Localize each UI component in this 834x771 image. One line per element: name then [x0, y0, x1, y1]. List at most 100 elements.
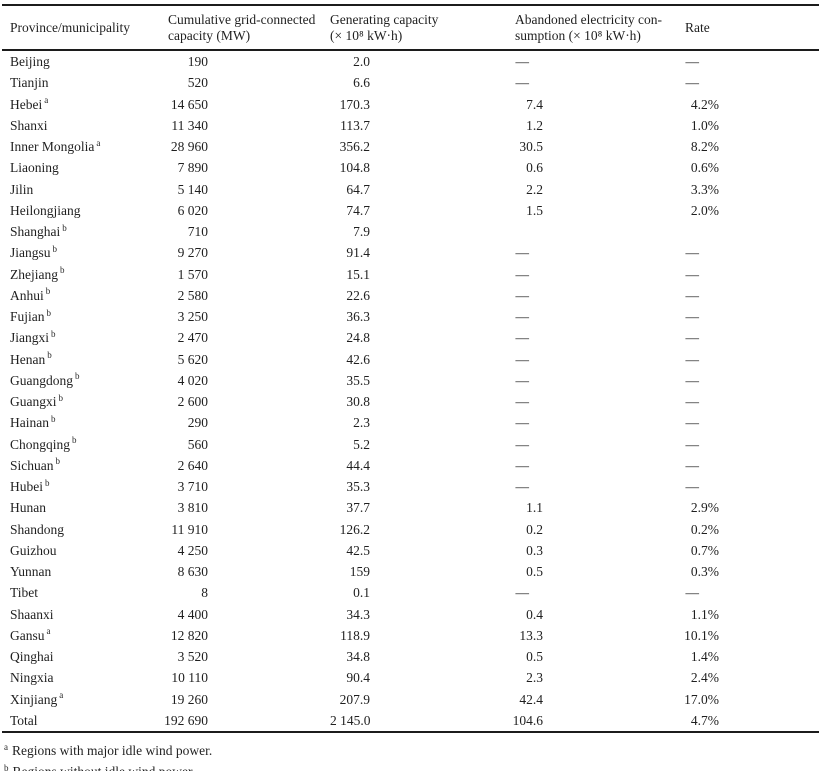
cell-rate: —	[685, 309, 700, 324]
cell-province: Jiangsu b	[2, 242, 164, 263]
cell-province: Jiangxi b	[2, 327, 164, 348]
province-name: Zhejiang	[10, 266, 58, 282]
province-name: Yunnan	[10, 564, 52, 579]
cell-rate: 4.2%	[690, 96, 719, 112]
cell-rate: 1.4%	[690, 649, 719, 664]
cell-abandoned-consumption: 13.3	[519, 627, 543, 643]
table-header: Province/municipality Cumulative grid-co…	[2, 5, 819, 51]
col-header-abandoned-consumption: Abandoned electricity con- sumption (× 1…	[510, 5, 674, 51]
cell-abandoned-consumption: 2.2	[526, 181, 543, 197]
cell-cumulative-capacity: 560	[187, 436, 208, 452]
cell-province: Inner Mongolia a	[2, 136, 164, 157]
cell-cumulative-capacity: 7 890	[177, 160, 208, 176]
cell-rate: —	[685, 351, 700, 367]
wind-power-table: Province/municipality Cumulative grid-co…	[2, 4, 819, 733]
table-row: Guangxi b 2 600 30.8 — —	[2, 391, 819, 412]
cell-rate: —	[685, 266, 700, 282]
cell-generating-capacity: 22.6	[346, 287, 370, 303]
cell-rate: 0.7%	[690, 542, 719, 558]
cell-rate: —	[685, 585, 700, 601]
province-name: Anhui	[10, 287, 44, 303]
table-row: Henan b 5 620 42.6 — —	[2, 349, 819, 370]
cell-generating-capacity: 5.2	[353, 436, 370, 452]
table-row: Zhejiang b 1 570 15.1 — —	[2, 264, 819, 285]
province-name: Guizhou	[10, 542, 57, 558]
cell-generating-capacity: 2.0	[353, 54, 370, 69]
cell-abandoned-consumption: —	[515, 309, 530, 324]
cell-province: Shandong	[2, 519, 164, 540]
cell-province: Jilin	[2, 179, 164, 200]
province-superscript-marker: b	[59, 265, 65, 275]
province-superscript-marker: b	[46, 307, 52, 318]
table-body: Beijing 190 2.0 — — Tianjin 520 6.6 — — …	[2, 50, 819, 732]
cell-cumulative-capacity: 9 270	[177, 245, 208, 261]
cell-cumulative-capacity: 290	[187, 415, 208, 431]
cell-province: Hunan	[2, 497, 164, 518]
cell-generating-capacity: 37.7	[346, 500, 370, 516]
cell-abandoned-consumption: —	[515, 415, 530, 431]
cell-generating-capacity: 207.9	[339, 691, 370, 707]
cell-abandoned-consumption: —	[515, 351, 530, 367]
cell-rate: 10.1%	[684, 627, 719, 643]
cell-abandoned-consumption: 30.5	[519, 139, 543, 154]
cell-cumulative-capacity: 5 140	[177, 181, 208, 197]
cell-generating-capacity: 6.6	[353, 75, 370, 91]
cell-abandoned-consumption: 0.5	[526, 649, 543, 664]
cell-generating-capacity: 34.8	[346, 649, 370, 664]
table-row: Heilongjiang 6 020 74.7 1.5 2.0%	[2, 200, 819, 221]
province-superscript-marker: a	[59, 690, 64, 700]
cell-abandoned-consumption: —	[515, 54, 530, 69]
cell-generating-capacity: 170.3	[339, 96, 370, 112]
cell-generating-capacity: 2 145.0	[330, 712, 371, 728]
cell-cumulative-capacity: 11 910	[171, 521, 208, 537]
table-row: Chongqing b 560 5.2 — —	[2, 434, 819, 455]
cell-abandoned-consumption: —	[515, 585, 530, 601]
cell-province: Yunnan	[2, 561, 164, 582]
cell-cumulative-capacity: 19 260	[170, 691, 208, 707]
table-row: Liaoning 7 890 104.8 0.6 0.6%	[2, 157, 819, 178]
header-row: Province/municipality Cumulative grid-co…	[2, 5, 819, 51]
table-row: Hebei a 14 650 170.3 7.4 4.2%	[2, 94, 819, 115]
table-row: Hubei b 3 710 35.3 — —	[2, 476, 819, 497]
province-name: Hubei	[10, 479, 43, 494]
cell-generating-capacity: 126.2	[339, 521, 370, 537]
cell-abandoned-consumption: 0.3	[526, 542, 543, 558]
header-line: Abandoned electricity con-	[515, 11, 662, 27]
cell-rate: 1.0%	[690, 117, 719, 133]
province-name: Gansu	[10, 627, 45, 643]
cell-cumulative-capacity: 12 820	[170, 627, 208, 643]
cell-province: Gansu a	[2, 625, 164, 646]
table-row: Gansu a 12 820 118.9 13.3 10.1%	[2, 625, 819, 646]
cell-abandoned-consumption: 0.4	[526, 606, 543, 622]
province-superscript-marker: b	[55, 456, 61, 467]
cell-generating-capacity: 0.1	[353, 585, 370, 601]
table-row: Shanxi 11 340 113.7 1.2 1.0%	[2, 115, 819, 136]
cell-generating-capacity: 42.6	[346, 351, 370, 367]
table-row: Shaanxi 4 400 34.3 0.4 1.1%	[2, 604, 819, 625]
cell-rate: —	[685, 54, 700, 69]
province-name: Hainan	[10, 415, 49, 431]
cell-abandoned-consumption: —	[515, 245, 530, 261]
cell-rate: 1.1%	[690, 606, 719, 622]
province-name: Qinghai	[10, 649, 54, 664]
cell-abandoned-consumption: 0.6	[526, 160, 543, 176]
cell-cumulative-capacity: 192 690	[164, 712, 208, 728]
cell-abandoned-consumption: 42.4	[519, 691, 543, 707]
table-row: Anhui b 2 580 22.6 — —	[2, 285, 819, 306]
cell-cumulative-capacity: 6 020	[177, 202, 208, 218]
cell-generating-capacity: 44.4	[346, 457, 370, 473]
province-name: Shaanxi	[10, 606, 54, 622]
footnote-marker: a	[4, 741, 8, 752]
province-superscript-marker: b	[62, 222, 67, 233]
cell-province: Guangdong b	[2, 370, 164, 391]
cell-abandoned-consumption: —	[515, 75, 530, 91]
cell-rate: —	[685, 245, 700, 261]
cell-generating-capacity: 36.3	[346, 309, 370, 324]
table-row: Total 192 690 2 145.0 104.6 4.7%	[2, 710, 819, 732]
header-line: (× 10⁸ kW·h)	[330, 27, 403, 43]
cell-abandoned-consumption: 0.2	[526, 521, 543, 537]
province-name: Tibet	[10, 585, 39, 601]
cell-province: Guizhou	[2, 540, 164, 561]
cell-rate: —	[685, 330, 700, 346]
